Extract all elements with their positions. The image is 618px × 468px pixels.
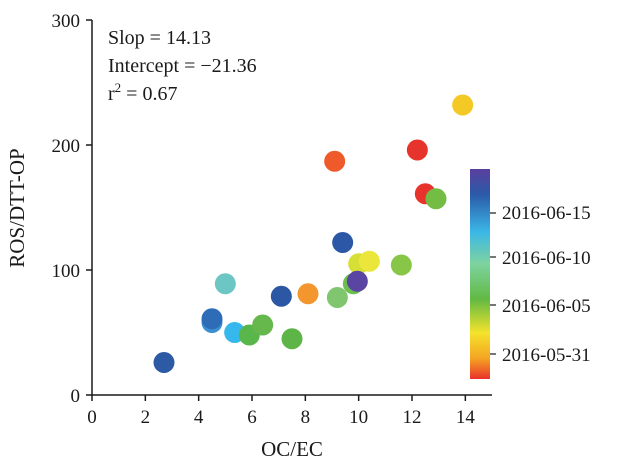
data-point	[406, 139, 428, 161]
data-point	[332, 232, 354, 253]
x-tick-label: 8	[301, 407, 311, 428]
colorbar-ticks	[490, 212, 496, 355]
y-tick-label: 200	[52, 136, 81, 157]
data-points	[153, 94, 474, 373]
x-tick-label: 6	[247, 407, 257, 428]
y-tick-label: 0	[71, 386, 81, 407]
r2-superscript: 2	[115, 80, 122, 95]
x-tick-label: 0	[87, 407, 97, 428]
data-point	[297, 283, 319, 305]
x-tick-label: 12	[403, 407, 422, 428]
data-point	[326, 287, 348, 308]
colorbar-label: 2016-06-15	[502, 203, 591, 224]
y-tick-label: 300	[52, 11, 81, 32]
x-axis-ticks: 0 2 4 6 8 10 12 14	[87, 395, 475, 428]
data-point	[201, 308, 223, 330]
y-tick-label: 100	[52, 261, 81, 282]
data-point	[358, 250, 380, 272]
slope-annotation: Slop = 14.13	[108, 27, 211, 49]
x-tick-label: 14	[456, 407, 476, 428]
colorbar-label: 2016-06-10	[502, 248, 591, 269]
data-point	[425, 188, 447, 210]
data-point	[153, 352, 175, 373]
data-point	[390, 254, 412, 276]
data-point	[281, 328, 303, 350]
colorbar-label: 2016-05-31	[502, 345, 591, 366]
colorbar-label: 2016-06-05	[502, 296, 591, 317]
data-point	[324, 150, 346, 172]
x-tick-label: 10	[349, 407, 368, 428]
intercept-annotation: Intercept = −21.36	[108, 55, 257, 77]
r2-annotation: r2 = 0.67	[108, 80, 177, 105]
r2-base: r	[108, 83, 115, 105]
colorbar	[470, 169, 490, 379]
data-point	[452, 94, 474, 116]
data-point	[252, 314, 274, 336]
x-axis-title: OC/EC	[261, 437, 323, 461]
data-point	[270, 285, 292, 307]
x-tick-label: 4	[194, 407, 204, 428]
data-point	[214, 273, 236, 295]
data-point	[346, 270, 368, 292]
r2-value: = 0.67	[121, 83, 177, 105]
y-axis-title: ROS/DTT-OP	[5, 148, 29, 267]
y-axis-ticks: 0 100 200 300	[52, 11, 92, 407]
x-tick-label: 2	[141, 407, 151, 428]
